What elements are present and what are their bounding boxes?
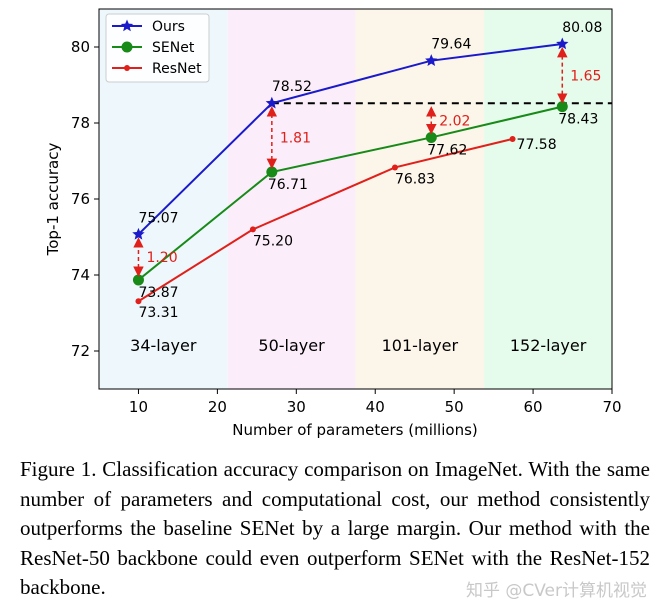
chart: 34-layer 50-layer 101-layer 152-layer 1.201… — [44, 8, 622, 439]
layer-point-labels: 75.07 78.52 79.64 80.08 73.87 76.71 77.62 78.43… — [138, 20, 602, 321]
point-label-Ours-2: 79.64 — [431, 37, 471, 53]
point-label-Ours-0: 75.07 — [138, 210, 178, 226]
watermark: 知乎 @CVer计算机视觉 — [465, 581, 647, 601]
point-label-SENet-2: 77.62 — [427, 142, 467, 158]
region-background-50-layer — [227, 9, 356, 389]
region-label-34-layer: 34-layer — [130, 336, 197, 355]
point-ResNet-0 — [135, 298, 142, 305]
x-tick-label-60: 60 — [524, 398, 543, 416]
y-tick-label-80: 80 — [71, 38, 90, 56]
legend-marker-Ours — [120, 19, 134, 32]
legend-label-SENet: SENet — [152, 40, 195, 56]
region-background-101-layer — [355, 9, 485, 389]
point-label-ResNet-2: 76.83 — [395, 171, 435, 187]
y-tick-label-72: 72 — [71, 342, 90, 360]
point-label-Ours-1: 78.52 — [272, 79, 312, 95]
layer-axes: 10 20 30 40 50 60 70 72 74 76 78 80 — [71, 8, 622, 416]
gap-label-2.02: 2.02 — [439, 113, 470, 129]
legend-marker-SENet — [121, 41, 133, 53]
point-label-Ours-3: 80.08 — [562, 20, 602, 36]
legend-label-ResNet: ResNet — [152, 61, 202, 77]
point-Ours-1 — [265, 96, 279, 109]
point-label-SENet-0: 73.87 — [138, 285, 178, 301]
x-tick-label-10: 10 — [129, 398, 148, 416]
point-ResNet-2 — [391, 164, 398, 171]
point-label-SENet-3: 78.43 — [558, 112, 598, 128]
y-tick-label-78: 78 — [71, 114, 90, 132]
point-label-SENet-1: 76.71 — [268, 177, 308, 193]
point-SENet-0 — [132, 274, 144, 286]
x-tick-label-40: 40 — [366, 398, 385, 416]
region-label-50-layer: 50-layer — [258, 336, 325, 355]
x-tick-label-20: 20 — [208, 398, 227, 416]
legend-box — [105, 13, 210, 83]
point-Ours-0 — [132, 227, 145, 240]
region-label-152-layer: 152-layer — [510, 336, 587, 355]
series-line-Ours — [137, 42, 563, 236]
x-tick-label-50: 50 — [445, 398, 464, 416]
x-tick-label-30: 30 — [287, 398, 306, 416]
y-axis-title: Top-1 accuracy — [44, 143, 62, 257]
point-SENet-1 — [266, 166, 278, 178]
point-label-ResNet-3: 77.58 — [517, 137, 557, 153]
region-label-101-layer: 101-layer — [382, 336, 459, 355]
legend: Ours SENet ResNet — [105, 13, 210, 83]
figure-caption: Figure 1. Classification accuracy compar… — [20, 457, 650, 599]
y-tick-label-76: 76 — [71, 190, 90, 208]
series-line-ResNet — [137, 137, 513, 303]
series-line-SENet — [137, 105, 563, 281]
legend-label-Ours: Ours — [152, 19, 185, 35]
legend-marker-ResNet — [124, 65, 130, 71]
gap-label-1.65: 1.65 — [570, 68, 601, 84]
gap-label-1.81: 1.81 — [280, 131, 311, 147]
x-axis-title: Number of parameters (millions) — [232, 421, 478, 439]
point-Ours-2 — [425, 54, 438, 66]
x-tick-label-70: 70 — [602, 398, 621, 416]
point-ResNet-3 — [509, 135, 516, 142]
layer-series — [132, 37, 569, 305]
y-tick-label-74: 74 — [71, 266, 90, 284]
region-background-152-layer — [484, 9, 612, 389]
point-ResNet-1 — [249, 226, 256, 233]
point-SENet-3 — [556, 101, 568, 113]
point-label-ResNet-1: 75.20 — [253, 233, 293, 249]
gap-label-1.20: 1.20 — [146, 250, 177, 266]
layer-gap-annotations: 1.20 1.81 2.02 1.65 — [133, 46, 601, 278]
point-SENet-2 — [425, 131, 437, 143]
point-label-ResNet-0: 73.31 — [138, 305, 178, 321]
point-Ours-3 — [556, 37, 569, 50]
